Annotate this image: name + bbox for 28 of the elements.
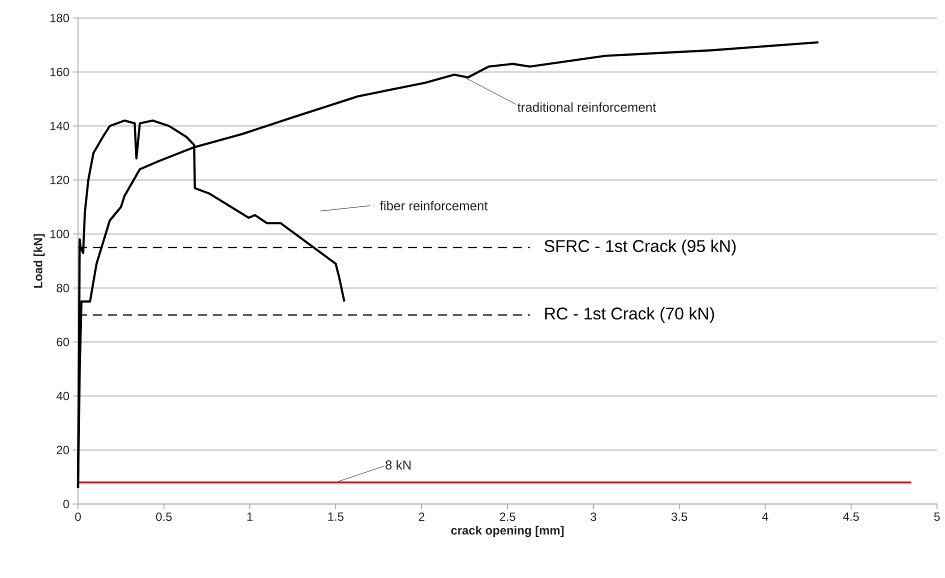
x-tick-label: 3 xyxy=(590,512,596,521)
ref-line-label: RC - 1st Crack (70 kN) xyxy=(545,307,714,323)
y-tick-label: 20 xyxy=(56,446,70,454)
y-tick-label: 80 xyxy=(56,284,70,292)
y-tick-label: 160 xyxy=(50,68,70,76)
y-tick-label: 120 xyxy=(50,176,70,184)
annotation: traditional reinforcement xyxy=(517,102,656,112)
x-tick-label: 2 xyxy=(418,512,424,521)
annotation: fiber reinforcement xyxy=(380,200,488,210)
x-tick-label: 0 xyxy=(75,512,81,521)
x-tick-label: 1 xyxy=(247,512,253,521)
y-tick-label: 100 xyxy=(50,230,70,238)
y-tick-label: 180 xyxy=(50,14,70,22)
y-tick-label: 0 xyxy=(63,500,70,508)
x-tick-label: 2.5 xyxy=(500,512,516,521)
y-tick-label: 40 xyxy=(56,392,70,400)
x-tick-label: 4.5 xyxy=(843,512,859,521)
x-tick-label: 0.5 xyxy=(156,512,172,521)
x-axis-title: crack opening [mm] xyxy=(451,526,564,538)
x-tick-label: 5 xyxy=(934,512,940,521)
ref-line-label: SFRC - 1st Crack (95 kN) xyxy=(544,240,736,256)
ref-line-label: 8 kN xyxy=(386,460,411,470)
x-tick-label: 1.5 xyxy=(328,512,344,521)
y-tick-label: 140 xyxy=(50,122,70,130)
x-tick-label: 4 xyxy=(762,512,768,521)
y-axis-title: Load [kN] xyxy=(34,234,45,288)
x-tick-label: 3.5 xyxy=(671,512,688,521)
y-tick-label: 60 xyxy=(56,338,70,346)
